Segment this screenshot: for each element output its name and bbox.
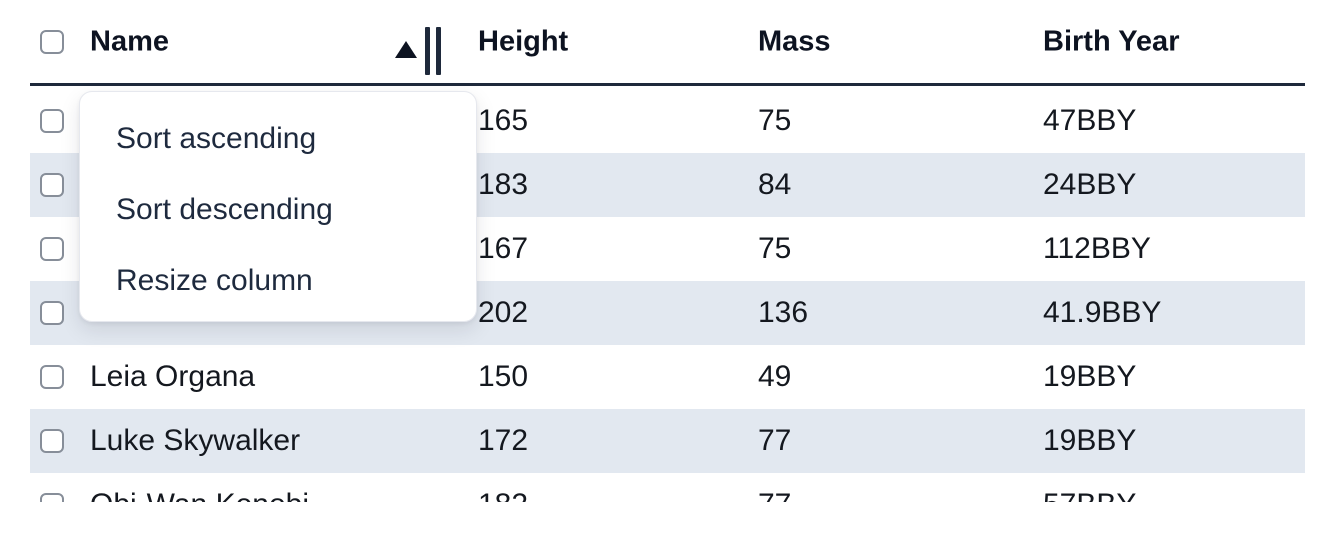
- cell-birth-year: 41.9BBY: [1043, 296, 1162, 329]
- menu-item-sort-ascending[interactable]: Sort ascending: [116, 121, 317, 155]
- cell-height: 172: [478, 424, 529, 457]
- column-header-name[interactable]: Name: [90, 25, 169, 57]
- table-row: Luke Skywalker 172 77 19BBY: [30, 409, 1305, 473]
- cell-height: 167: [478, 232, 529, 265]
- column-header-birth-year[interactable]: Birth Year: [1043, 25, 1180, 57]
- cell-height: 182: [478, 488, 528, 502]
- row-checkbox[interactable]: [40, 301, 64, 325]
- cell-mass: 136: [758, 296, 809, 329]
- row-checkbox[interactable]: [40, 493, 64, 502]
- cell-name: Leia Organa: [90, 360, 256, 393]
- cell-birth-year: 19BBY: [1043, 360, 1137, 393]
- cell-birth-year: 47BBY: [1043, 104, 1137, 137]
- column-header-mass[interactable]: Mass: [758, 25, 831, 57]
- column-resize-handle-icon[interactable]: [424, 27, 443, 75]
- cell-name: Obi-Wan Kenobi: [90, 488, 309, 502]
- table-row: Leia Organa 150 49 19BBY: [30, 345, 1305, 409]
- column-header-height[interactable]: Height: [478, 25, 569, 57]
- cell-birth-year: 57BBY: [1043, 488, 1136, 502]
- cell-name: Luke Skywalker: [90, 424, 301, 457]
- table-header-row: Name Height Mass Birth Year: [30, 0, 1305, 86]
- row-checkbox[interactable]: [40, 237, 64, 261]
- cell-birth-year: 24BBY: [1043, 168, 1137, 201]
- row-checkbox[interactable]: [40, 173, 64, 197]
- select-all-checkbox[interactable]: [40, 29, 64, 54]
- cell-mass: 84: [758, 168, 792, 201]
- row-checkbox[interactable]: [40, 365, 64, 389]
- cell-height: 165: [478, 104, 529, 137]
- table-row: Obi-Wan Kenobi 182 77 57BBY: [30, 473, 1305, 502]
- menu-item-sort-descending[interactable]: Sort descending: [116, 192, 333, 226]
- data-table: Name Height Mass Birth Year 165 75 47BBY…: [30, 0, 1305, 502]
- menu-item-resize-column[interactable]: Resize column: [116, 263, 313, 297]
- cell-height: 183: [478, 168, 529, 201]
- cell-birth-year: 19BBY: [1043, 424, 1137, 457]
- cell-height: 150: [478, 360, 529, 393]
- row-checkbox[interactable]: [40, 429, 64, 453]
- cell-mass: 75: [758, 104, 792, 137]
- cell-mass: 49: [758, 360, 792, 393]
- cell-mass: 77: [758, 488, 791, 502]
- row-checkbox[interactable]: [40, 109, 64, 133]
- cell-mass: 75: [758, 232, 792, 265]
- cell-mass: 77: [758, 424, 792, 457]
- sort-ascending-icon: [395, 41, 417, 58]
- cell-birth-year: 112BBY: [1043, 232, 1151, 265]
- table-viewport: Name Height Mass Birth Year 165 75 47BBY…: [30, 0, 1305, 502]
- cell-height: 202: [478, 296, 529, 329]
- column-context-menu: Sort ascending Sort descending Resize co…: [79, 91, 477, 322]
